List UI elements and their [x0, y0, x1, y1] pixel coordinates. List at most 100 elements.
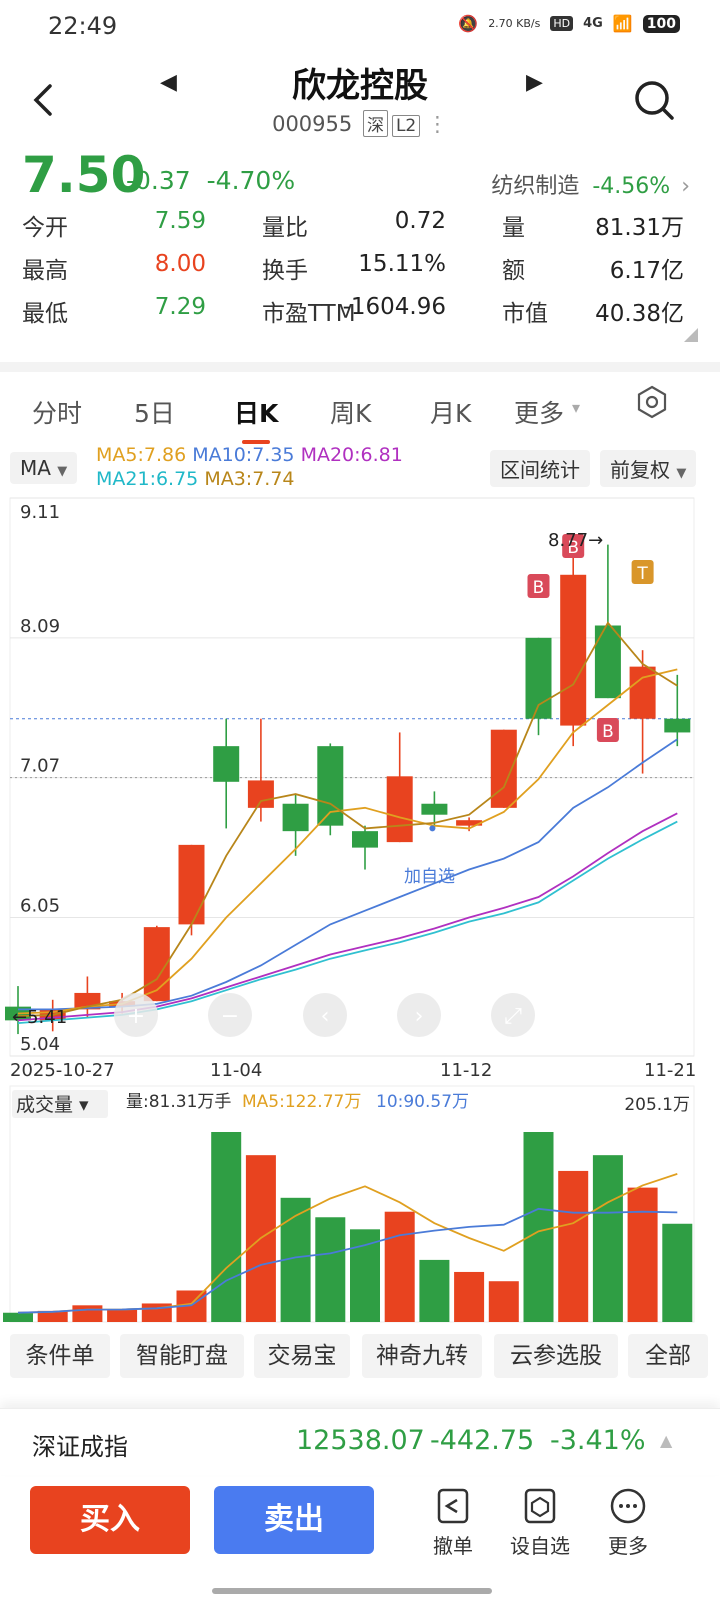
buy-marker: B: [533, 578, 545, 598]
volume-bar: [523, 1132, 554, 1322]
volume-ma10: 10:90.57万: [376, 1092, 469, 1112]
volume-bar: [37, 1310, 68, 1322]
fullscreen-icon[interactable]: [491, 993, 535, 1037]
add-watch-marker: 加自选: [404, 867, 455, 887]
ma20-legend: MA20:6.81: [300, 444, 403, 466]
volume-bar: [558, 1170, 589, 1322]
tab-2[interactable]: 日K: [234, 394, 278, 444]
current-price: 7.50: [22, 146, 146, 204]
volume-bar: [211, 1132, 242, 1322]
quote-value: 7.59: [154, 208, 206, 234]
quote-label: 换手: [262, 258, 308, 284]
add-watch-label: 设自选: [510, 1534, 570, 1558]
scroll-left-icon[interactable]: [303, 993, 347, 1037]
quote-value: 0.72: [394, 208, 446, 234]
tool-chip-5[interactable]: 全部: [628, 1334, 708, 1378]
x-axis-label: 11-21: [644, 1060, 696, 1081]
volume-select: 成交量 ▾: [16, 1094, 89, 1116]
change-percent: -4.70%: [206, 166, 296, 195]
candle-body: [247, 780, 274, 808]
candle-body: [456, 820, 483, 826]
kline-chart[interactable]: 9.11 8.09 7.07 6.05 5.04 B B B T 8.77→ ←5.41 加自选 + − ‹…: [0, 490, 720, 1330]
market-tag: 深: [362, 110, 388, 137]
zoom-out-icon[interactable]: [208, 993, 252, 1037]
prev-stock-icon[interactable]: ◀: [160, 70, 177, 95]
tab-4[interactable]: 月K: [430, 399, 472, 428]
adjust-label: 前复权: [610, 458, 670, 482]
tool-chip-2[interactable]: 交易宝: [254, 1334, 350, 1378]
adjust-select[interactable]: 前复权 ▼: [600, 450, 697, 487]
tool-chip-1[interactable]: 智能盯盘: [120, 1334, 244, 1378]
tab-3[interactable]: 周K: [330, 399, 372, 428]
index-change: -442.75: [430, 1425, 535, 1456]
more-icon: [610, 1488, 646, 1524]
sector-link[interactable]: 纺织制造 -4.56% ›: [491, 168, 690, 200]
tool-chip-0[interactable]: 条件单: [10, 1334, 110, 1378]
buy-marker-bg: [527, 574, 550, 598]
ma5-legend: MA5:7.86: [96, 444, 187, 466]
indicator-label: MA: [20, 456, 51, 480]
more-button[interactable]: 更多: [588, 1486, 668, 1559]
next-stock-icon[interactable]: ▶: [526, 70, 543, 95]
y-axis-label: 8.09: [20, 616, 60, 637]
net-speed: 2.70 KB/s: [488, 17, 541, 30]
candle-body: [560, 574, 587, 726]
home-indicator[interactable]: [212, 1588, 492, 1594]
stock-code: 000955: [272, 112, 353, 136]
index-name: 深证成指: [32, 1433, 128, 1461]
zoom-in-icon[interactable]: [114, 993, 158, 1037]
interval-stats-button[interactable]: 区间统计: [490, 450, 590, 487]
cancel-order-label: 撤单: [433, 1534, 473, 1558]
add-watch-button[interactable]: 设自选: [500, 1486, 580, 1559]
candle-body: [664, 718, 691, 733]
add-watch-dot: [429, 825, 436, 832]
volume-bar: [627, 1187, 658, 1322]
tab-0[interactable]: 分时: [32, 399, 83, 428]
quote-value: 40.38亿: [595, 301, 684, 327]
collapse-up-icon[interactable]: ▲: [660, 1431, 673, 1450]
zoom-in-glyph: +: [127, 1004, 145, 1029]
index-bar[interactable]: 深证成指 12538.07 -442.75 -3.41% ▲: [0, 1408, 720, 1475]
chevron-right-icon: ›: [681, 174, 690, 199]
buy-button[interactable]: 买入: [30, 1486, 190, 1554]
cancel-order-button[interactable]: 撤单: [413, 1486, 493, 1559]
volume-bar: [107, 1309, 138, 1322]
scroll-right-icon[interactable]: [397, 993, 441, 1037]
settings-hex-icon[interactable]: [634, 384, 670, 420]
ma10-legend: MA10:7.35: [192, 444, 295, 466]
quote-label: 市值: [502, 301, 548, 327]
candle-body: [421, 803, 448, 815]
volume-bar: [662, 1223, 693, 1322]
battery-icon: 100: [642, 14, 680, 33]
candle-body: [352, 831, 378, 848]
more-label: 更多: [608, 1534, 648, 1558]
status-time: 22:49: [48, 12, 118, 40]
volume-bar: [350, 1229, 380, 1322]
sell-button[interactable]: 卖出: [214, 1486, 374, 1554]
tab-5[interactable]: 更多: [514, 399, 565, 428]
search-icon[interactable]: [632, 78, 676, 122]
index-value: 12538.07: [296, 1425, 425, 1456]
stock-name: 欣龙控股: [292, 66, 428, 106]
tab-1[interactable]: 5日: [134, 399, 175, 428]
volume-select-bg: [12, 1090, 108, 1118]
buy-marker-bg: [596, 718, 619, 742]
scroll-left-glyph: ‹: [321, 1004, 330, 1029]
expand-corner-icon[interactable]: [684, 328, 698, 342]
tool-chip-4[interactable]: 云参选股: [494, 1334, 618, 1378]
tab-more-dropdown-icon: ▾: [572, 398, 581, 417]
volume-bar: [384, 1211, 415, 1322]
price-panel-frame: [9, 497, 695, 1057]
quote-value: 7.29: [154, 294, 206, 320]
volume-bar: [72, 1305, 103, 1322]
status-bar: 22:49 🔕 2.70 KB/s HD 4G 📶 100: [0, 0, 720, 56]
x-axis-label: 11-12: [440, 1060, 492, 1081]
back-icon[interactable]: [24, 80, 64, 120]
more-dots-icon[interactable]: ⋮: [426, 112, 448, 136]
ma10-line: [18, 738, 678, 1011]
indicator-select[interactable]: MA ▼: [10, 452, 78, 484]
quote-value: 6.17亿: [609, 258, 684, 284]
tool-chip-3[interactable]: 神奇九转: [362, 1334, 482, 1378]
candle-body: [317, 746, 344, 826]
quote-value: 8.00: [154, 251, 206, 277]
